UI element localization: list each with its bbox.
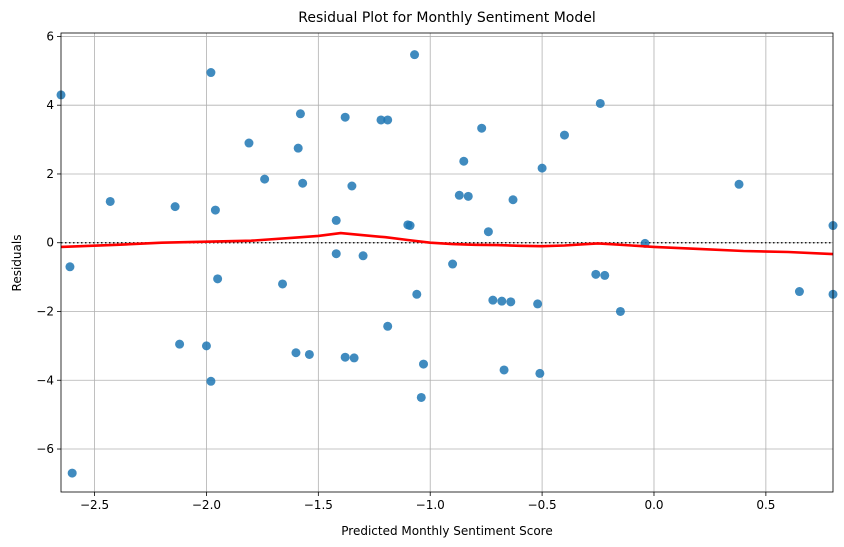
x-tick-label: 0.0 (644, 498, 663, 512)
data-point (615, 306, 625, 316)
data-point (210, 205, 220, 215)
data-point (533, 299, 543, 309)
data-point (383, 321, 393, 331)
data-point (535, 368, 545, 378)
data-point (331, 249, 341, 259)
x-tick-label: −2.0 (192, 498, 221, 512)
data-point (206, 68, 216, 78)
data-point (295, 109, 305, 119)
data-point (349, 353, 359, 363)
data-point (794, 287, 804, 297)
y-axis-label: Residuals (10, 235, 24, 292)
data-point (213, 274, 223, 284)
data-point (105, 196, 115, 206)
data-point (591, 269, 601, 279)
data-point (347, 181, 357, 191)
data-point (477, 123, 487, 133)
data-point (260, 174, 270, 184)
lowess-curve (60, 231, 834, 256)
data-point (454, 190, 464, 200)
data-point (175, 339, 185, 349)
data-point (358, 251, 368, 261)
data-point (416, 392, 426, 402)
y-tick-label: 6 (46, 29, 54, 43)
data-point (244, 138, 254, 148)
data-point (201, 341, 211, 351)
data-point (499, 365, 509, 375)
data-point (298, 178, 308, 188)
y-axis: −6 −4 −2 0 2 4 6 (36, 29, 61, 456)
data-point (412, 289, 422, 299)
data-point (304, 349, 314, 359)
y-tick-label: −2 (36, 304, 54, 318)
data-point (291, 348, 301, 358)
lowess-line (60, 231, 834, 256)
data-point (595, 98, 605, 108)
x-tick-label: −0.5 (528, 498, 557, 512)
y-tick-label: −4 (36, 373, 54, 387)
data-point (483, 227, 493, 237)
data-point (376, 115, 386, 125)
data-point (559, 130, 569, 140)
data-point (410, 50, 420, 60)
data-point (600, 270, 610, 280)
data-point (206, 376, 216, 386)
x-tick-label: 0.5 (756, 498, 775, 512)
data-point (419, 359, 429, 369)
x-axis: −2.5 −2.0 −1.5 −1.0 −0.5 0.0 0.5 (80, 492, 775, 512)
plot-frame (60, 32, 834, 493)
data-point (65, 262, 75, 272)
data-point (448, 259, 458, 269)
data-point (537, 163, 547, 173)
data-point (331, 215, 341, 225)
data-point (497, 296, 507, 306)
data-point (278, 279, 288, 289)
data-point (405, 221, 415, 231)
data-point (508, 195, 518, 205)
y-tick-label: 2 (46, 167, 54, 181)
y-tick-label: −6 (36, 442, 54, 456)
data-point (488, 295, 498, 305)
y-tick-label: 4 (46, 98, 54, 112)
chart-title: Residual Plot for Monthly Sentiment Mode… (298, 10, 595, 26)
y-tick-label: 0 (46, 236, 54, 250)
data-point (170, 202, 180, 212)
data-point (463, 191, 473, 201)
data-point (293, 143, 303, 153)
data-point (383, 115, 393, 125)
x-tick-label: −1.5 (304, 498, 333, 512)
scatter-points (56, 50, 838, 478)
data-point (340, 112, 350, 122)
x-tick-label: −1.0 (416, 498, 445, 512)
data-point (506, 297, 516, 307)
data-point (340, 352, 350, 362)
data-point (459, 156, 469, 166)
x-tick-label: −2.5 (80, 498, 109, 512)
data-point (734, 179, 744, 189)
data-point (67, 468, 77, 478)
x-axis-label: Predicted Monthly Sentiment Score (341, 524, 552, 538)
